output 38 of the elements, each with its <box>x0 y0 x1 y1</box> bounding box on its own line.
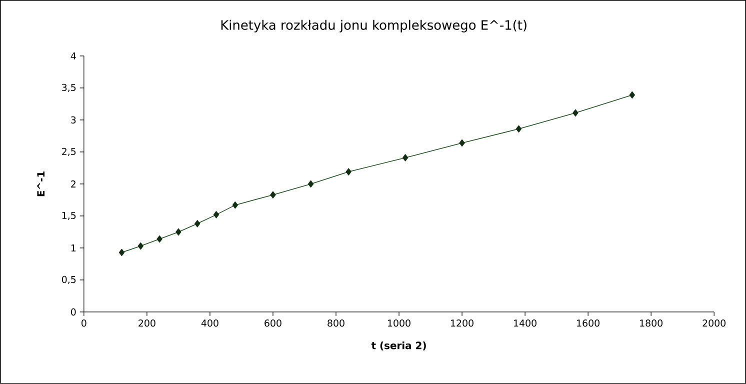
y-tick-label: 3 <box>71 116 76 124</box>
point <box>194 220 200 228</box>
point <box>156 235 162 243</box>
point <box>138 242 144 250</box>
y-tick-label: 1 <box>71 244 76 252</box>
x-tick-label: 0 <box>82 320 86 327</box>
x-tick-label: 200 <box>138 320 156 327</box>
point <box>629 91 635 99</box>
point <box>346 168 352 176</box>
x-tick-label: 1800 <box>640 320 662 327</box>
y-tick-label: 0 <box>71 308 76 316</box>
y-axis-title: E^-1 <box>37 172 44 196</box>
point <box>572 109 578 117</box>
x-tick-label: 2000 <box>702 320 726 327</box>
point <box>459 139 465 147</box>
y-tick-label: 3,5 <box>62 84 76 92</box>
point <box>270 191 276 198</box>
x-tick-label: 1000 <box>388 320 410 327</box>
x-tick-label: 600 <box>264 320 282 327</box>
y-tick-label: 4 <box>70 52 76 60</box>
x-tick-label: 800 <box>328 320 344 327</box>
x-axis-title: t (seria 2) <box>371 342 426 350</box>
point <box>308 180 314 188</box>
x-tick-label: 1200 <box>451 320 474 327</box>
y-tick-label: 1,5 <box>62 212 76 220</box>
point <box>232 202 238 209</box>
point <box>213 211 220 218</box>
x-tick-label: 1600 <box>577 320 600 327</box>
chart-title: Kinetyka rozkładu jonu kompleksowego E^-1(t) <box>221 20 526 32</box>
point <box>176 228 182 236</box>
y-tick-label: 0,5 <box>62 276 76 284</box>
y-tick-label: 2 <box>71 180 76 188</box>
point <box>402 154 408 162</box>
y-tick-label: 2,5 <box>62 148 76 156</box>
point <box>118 248 125 256</box>
point <box>516 125 522 133</box>
x-tick-label: 1400 <box>514 320 536 327</box>
x-tick-label: 400 <box>201 320 218 327</box>
